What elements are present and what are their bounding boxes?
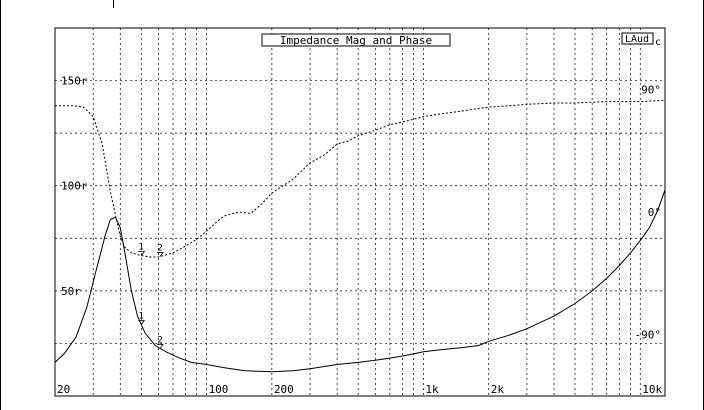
title-box [261,33,451,47]
annotation-layer: 1 2 1 2 [138,243,164,349]
right-tick-label: -90° [635,329,662,342]
chart-title: Impedance Mag and Phase [280,34,432,47]
marker-label: 1 [139,312,144,322]
right-tick-label: 90° [641,83,661,96]
marker-arrow [138,320,146,325]
title-group: Impedance Mag and Phase [261,33,451,47]
right-tick-label: 0° [648,206,661,219]
phase-curve [55,99,666,258]
left-tick-label: 100r [61,180,88,193]
axis-labels: 20 100 200 1k 2k 10k 150r 100r 50r 90° 0° -90° [57,75,663,396]
marker-label: 2 [157,335,162,345]
x-tick-label: 1k [425,383,439,396]
x-tick-label: 100 [209,383,229,396]
x-tick-label: 2k [491,383,505,396]
marker-arrow [157,343,164,349]
marker-arrow [157,252,164,257]
x-tick-label: 200 [274,383,294,396]
left-tick-label: 150r [61,75,88,88]
magnitude-curve [54,189,666,373]
x-tick-label: 20 [57,383,70,396]
marker-label: 1 [139,243,144,253]
marker-label: 2 [157,244,162,254]
logo-group: LAud c [621,32,661,48]
frame-top-tick [113,0,114,8]
series-layer [54,99,666,373]
marker-arrow [138,251,146,256]
plot-frame [54,27,666,397]
logo-suffix: c [655,37,661,48]
left-tick-label: 50r [61,285,81,298]
grid [55,28,665,396]
x-tick-label: 10k [642,383,662,396]
logo-text: LAud [625,34,649,45]
logo-box [621,32,654,45]
